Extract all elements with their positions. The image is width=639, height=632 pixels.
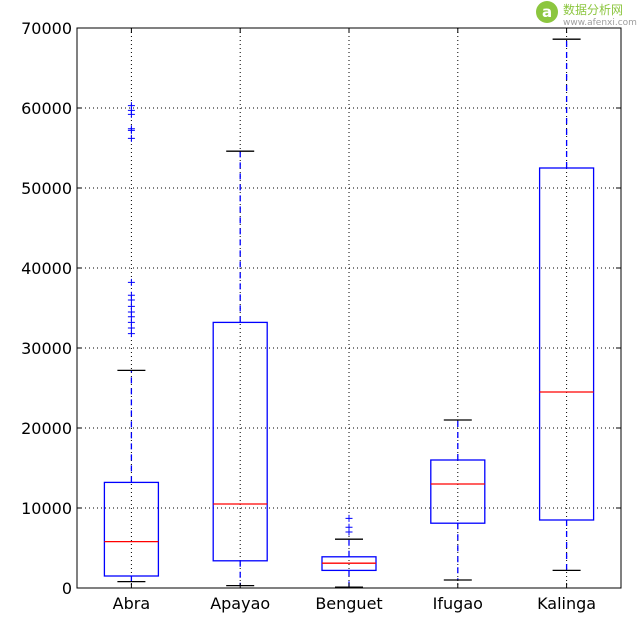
box-kalinga	[538, 38, 595, 572]
x-tick-label: Apayao	[210, 594, 270, 613]
outlier-point	[345, 523, 353, 531]
y-tick-label: 20000	[21, 419, 72, 438]
y-tick-label: 70000	[21, 19, 72, 38]
y-tick-label: 30000	[21, 339, 72, 358]
x-tick-label: Abra	[113, 594, 150, 613]
iqr-box	[430, 459, 486, 524]
watermark-text: 数据分析网	[563, 2, 623, 17]
box-apayao	[212, 150, 268, 587]
x-tick-label: Ifugao	[433, 594, 483, 613]
box-ifugao	[430, 419, 486, 581]
x-tick-label: Kalinga	[537, 594, 596, 613]
watermark-logo-icon	[536, 1, 558, 23]
watermark-logo-letter: a	[542, 3, 552, 21]
iqr-box	[538, 167, 595, 521]
axis-tick-labels: 0 10000 20000 30000 40000 50000 60000 70000 Abra…	[21, 19, 596, 613]
x-tick-label: Benguet	[315, 594, 382, 613]
outlier-point	[127, 291, 135, 299]
y-tick-label: 10000	[21, 499, 72, 518]
outlier-point	[127, 302, 135, 310]
outlier-point	[127, 125, 135, 133]
outlier-point	[127, 102, 135, 110]
watermark-url: www.afenxi.com	[563, 18, 637, 28]
iqr-box	[103, 481, 160, 577]
box-benguet	[321, 514, 377, 588]
y-tick-label: 60000	[21, 99, 72, 118]
axis-ticks	[77, 27, 621, 589]
box-abra	[103, 102, 160, 583]
y-tick-label: 50000	[21, 179, 72, 198]
watermark: a 数据分析网 www.afenxi.com	[536, 1, 637, 28]
y-tick-label: 40000	[21, 259, 72, 278]
iqr-box	[212, 321, 268, 562]
box-plot-series	[103, 38, 595, 588]
outlier-point	[127, 278, 135, 286]
outlier-point	[127, 134, 135, 142]
y-tick-label: 0	[62, 579, 72, 598]
outlier-point	[345, 514, 353, 522]
